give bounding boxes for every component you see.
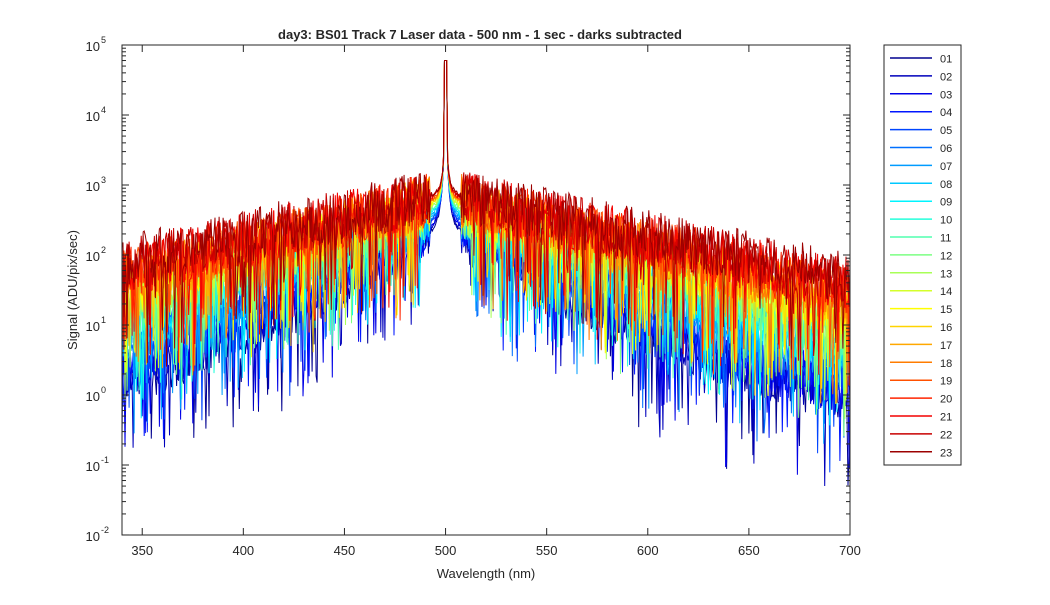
legend-label-20: 20: [940, 394, 952, 406]
legend-label-09: 09: [940, 197, 952, 209]
legend-label-03: 03: [940, 89, 952, 101]
legend-label-04: 04: [940, 107, 952, 119]
legend: 01 02 03 04 05 06 07 08 09 10 11 12 13 14 15 16 17 18 19 20…: [883, 44, 962, 466]
y-tick-label: 10: [86, 249, 100, 264]
y-tick-exponent: 1: [101, 315, 106, 325]
x-tick-label: 500: [435, 543, 457, 558]
series-line-23: [121, 60, 851, 367]
legend-label-01: 01: [940, 54, 952, 66]
y-tick-exponent: 2: [101, 245, 106, 255]
plot-area-frame: [121, 44, 851, 536]
y-tick-exponent: 3: [101, 175, 106, 185]
chart-title: day3: BS01 Track 7 Laser data - 500 nm -…: [278, 27, 682, 42]
y-tick-label: 10: [86, 109, 100, 124]
legend-label-13: 13: [940, 268, 952, 280]
x-tick-label: 350: [131, 543, 153, 558]
legend-label-22: 22: [940, 429, 952, 441]
legend-label-16: 16: [940, 322, 952, 334]
y-tick-exponent: 5: [101, 35, 106, 45]
legend-label-21: 21: [940, 412, 952, 424]
x-axis: 350 400 450 500 550 600 650 700: [131, 45, 861, 558]
y-axis-label: Signal (ADU/pix/sec): [65, 230, 80, 350]
legend-label-15: 15: [940, 304, 952, 316]
x-tick-label: 400: [232, 543, 254, 558]
y-tick-label: 10: [86, 459, 100, 474]
series-layer: [121, 60, 851, 487]
y-tick-exponent: -1: [101, 455, 109, 465]
x-tick-label: 550: [536, 543, 558, 558]
x-axis-label: Wavelength (nm): [437, 566, 536, 581]
y-tick-label: 10: [86, 319, 100, 334]
y-tick-label: 10: [86, 39, 100, 54]
x-tick-label: 650: [738, 543, 760, 558]
y-tick-label: 10: [86, 389, 100, 404]
legend-label-23: 23: [940, 447, 952, 459]
y-tick-exponent: 4: [101, 105, 106, 115]
legend-label-10: 10: [940, 215, 952, 227]
y-tick-exponent: -2: [101, 525, 109, 535]
x-tick-label: 600: [637, 543, 659, 558]
legend-label-12: 12: [940, 250, 952, 262]
legend-label-19: 19: [940, 376, 952, 388]
legend-label-11: 11: [940, 233, 951, 245]
legend-label-08: 08: [940, 179, 952, 191]
legend-label-17: 17: [940, 340, 952, 352]
y-tick-label: 10: [86, 529, 100, 544]
legend-label-18: 18: [940, 358, 952, 370]
x-tick-label: 700: [839, 543, 861, 558]
legend-label-06: 06: [940, 143, 952, 155]
legend-label-05: 05: [940, 125, 952, 137]
y-tick-exponent: 0: [101, 385, 106, 395]
x-tick-label: 450: [334, 543, 356, 558]
y-tick-label: 10: [86, 179, 100, 194]
legend-label-07: 07: [940, 161, 952, 173]
legend-label-02: 02: [940, 71, 952, 83]
legend-label-14: 14: [940, 286, 952, 298]
